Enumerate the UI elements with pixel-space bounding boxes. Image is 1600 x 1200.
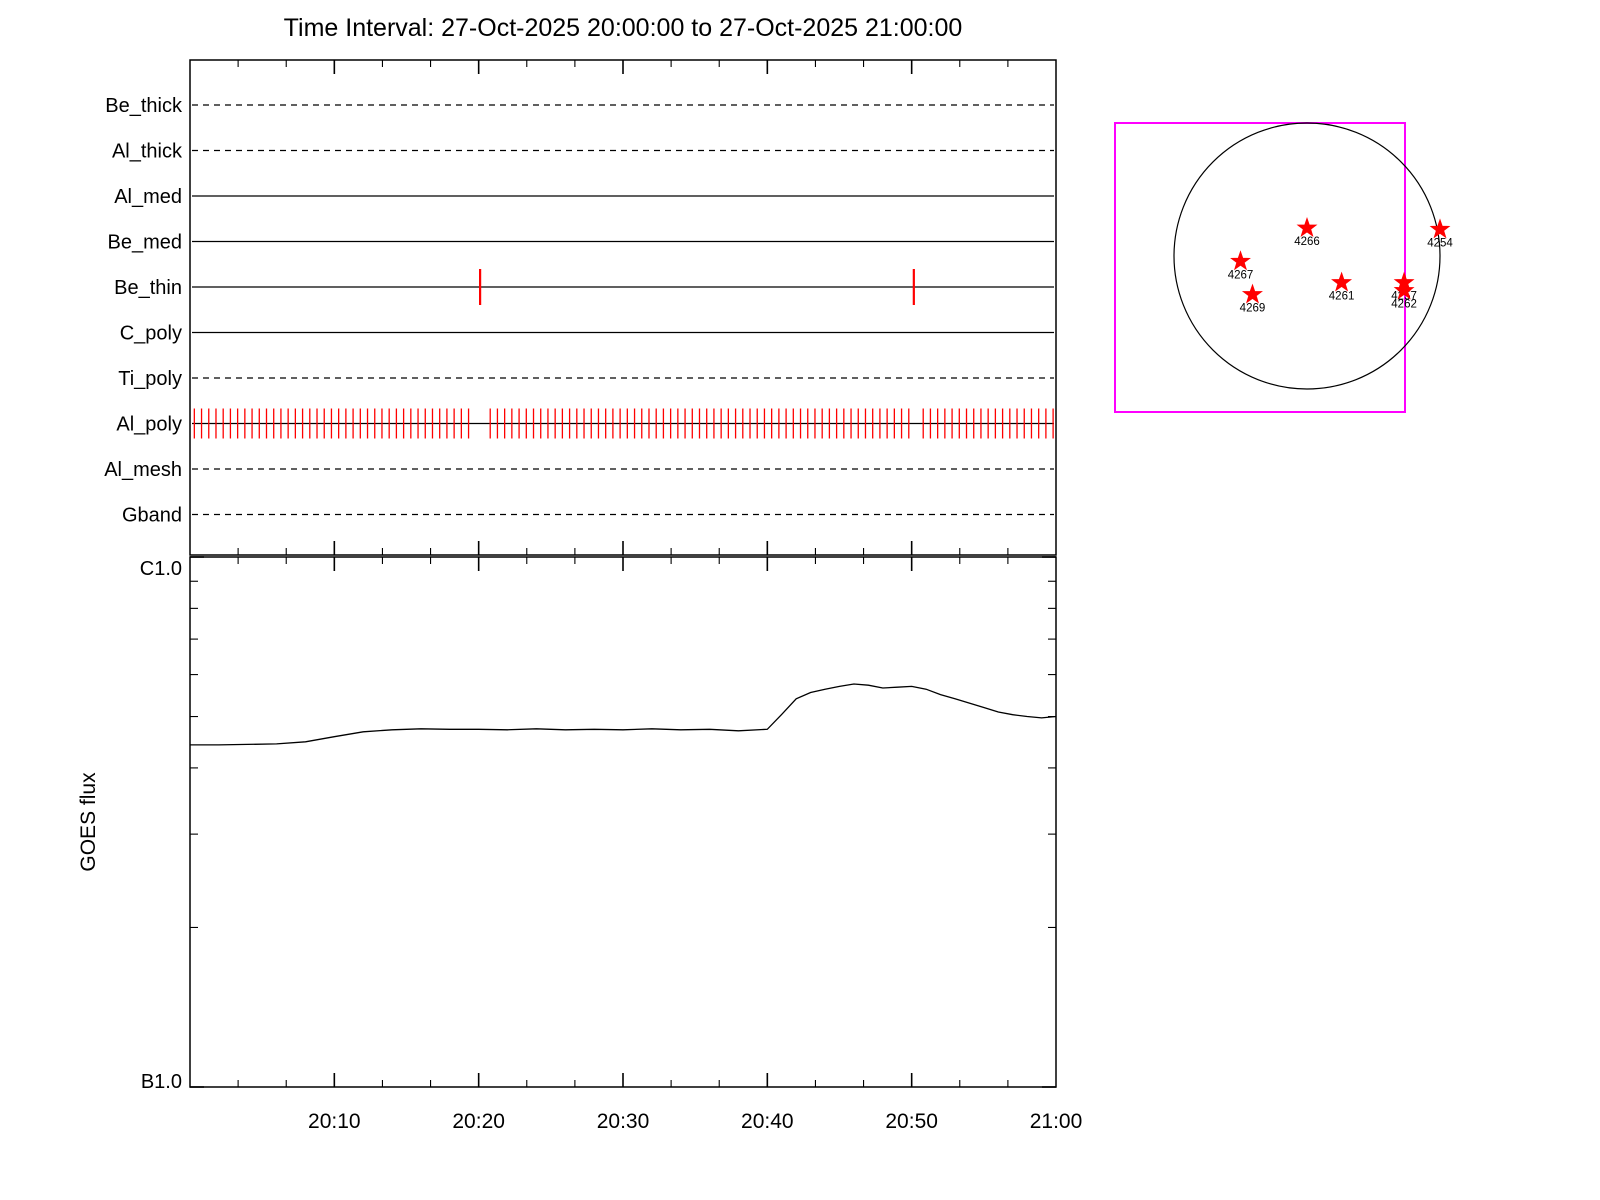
x-tick-label-2010: 20:10 <box>308 1110 361 1133</box>
goes-ymax-label: C1.0 <box>140 558 182 580</box>
filter-label-C_poly: C_poly <box>120 323 182 345</box>
active-region-label-4254: 4254 <box>1427 237 1453 249</box>
active-region-label-4262: 4262 <box>1391 299 1417 311</box>
active-region-star-4254 <box>1429 218 1451 239</box>
goes-ymin-label: B1.0 <box>141 1071 182 1093</box>
x-tick-label-2100: 21:00 <box>1030 1110 1083 1133</box>
filter-label-Al_mesh: Al_mesh <box>104 459 182 481</box>
x-tick-label-2020: 20:20 <box>452 1110 505 1133</box>
active-region-label-4261: 4261 <box>1329 291 1355 303</box>
active-region-star-4262 <box>1393 279 1415 300</box>
fov-box <box>1114 122 1406 413</box>
goes-flux-curve <box>190 683 1057 746</box>
x-tick-label-2040: 20:40 <box>741 1110 794 1133</box>
filter-label-Be_med: Be_med <box>108 232 183 254</box>
filter-label-Al_poly: Al_poly <box>116 414 182 436</box>
solar-limb-circle <box>1173 122 1441 390</box>
active-region-label-4269: 4269 <box>1240 303 1266 315</box>
filter-label-Ti_poly: Ti_poly <box>118 368 182 390</box>
filter-label-Be_thick: Be_thick <box>105 95 183 117</box>
goes-ylabel: GOES flux <box>77 772 100 872</box>
x-tick-label-2030: 20:30 <box>597 1110 650 1133</box>
active-region-label-4267: 4267 <box>1228 269 1254 281</box>
plot-title: Time Interval: 27-Oct-2025 20:00:00 to 2… <box>283 14 963 42</box>
filter-label-Al_med: Al_med <box>114 186 182 208</box>
active-region-label-4257: 4257 <box>1391 291 1417 303</box>
active-region-star-4266 <box>1296 217 1318 238</box>
active-region-star-4269 <box>1241 283 1263 304</box>
filter-label-Be_thin: Be_thin <box>114 277 182 299</box>
active-region-star-4267 <box>1230 250 1251 271</box>
x-tick-label-2050: 20:50 <box>885 1110 938 1133</box>
active-region-label-4266: 4266 <box>1294 236 1320 248</box>
goes-frame <box>189 556 1057 1088</box>
active-region-star-4261 <box>1331 271 1353 292</box>
timeline-frame <box>189 59 1057 556</box>
filter-label-Gband: Gband <box>122 505 182 527</box>
filter-label-Al_thick: Al_thick <box>112 141 183 163</box>
